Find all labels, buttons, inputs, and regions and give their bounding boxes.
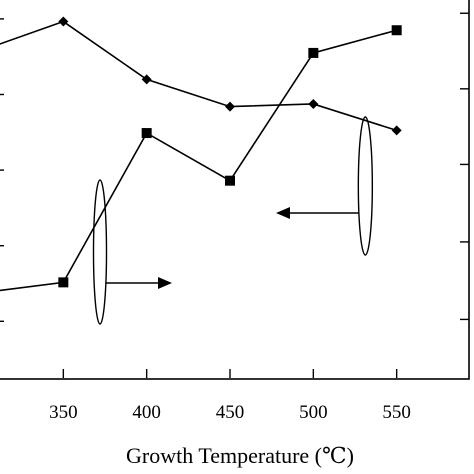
diamond-point bbox=[141, 74, 152, 85]
x-tick-labels: 3504004505005506 bbox=[49, 402, 411, 423]
square-point bbox=[391, 25, 402, 36]
x-tick-label: 450 bbox=[216, 402, 245, 423]
x-tick-label: 550 bbox=[382, 402, 411, 423]
arrow-head bbox=[276, 207, 290, 219]
diamond-point bbox=[58, 16, 69, 27]
annotation-ellipse bbox=[92, 179, 108, 325]
square-point bbox=[141, 128, 152, 139]
x-tick-label: 500 bbox=[299, 402, 328, 423]
annotation-ellipse bbox=[357, 116, 374, 256]
plot-frame bbox=[0, 0, 470, 380]
square-point bbox=[225, 175, 235, 186]
series-group bbox=[0, 16, 402, 292]
arrow-head bbox=[158, 277, 172, 289]
series-line-diamond bbox=[0, 20, 397, 132]
series-line-square bbox=[0, 29, 397, 292]
square-point bbox=[308, 47, 319, 58]
x-axis-ticks bbox=[62, 369, 398, 378]
right-axis-ticks bbox=[460, 12, 469, 321]
x-axis-label: Growth Temperature (℃) bbox=[126, 443, 354, 468]
square-point bbox=[58, 277, 69, 288]
left-axis-ticks bbox=[0, 18, 4, 322]
diamond-point bbox=[391, 125, 402, 136]
diamond-point bbox=[225, 101, 235, 112]
diamond-point bbox=[308, 98, 319, 109]
x-tick-label: 350 bbox=[49, 402, 78, 423]
x-tick-label: 400 bbox=[132, 402, 161, 423]
annotations bbox=[92, 116, 374, 325]
